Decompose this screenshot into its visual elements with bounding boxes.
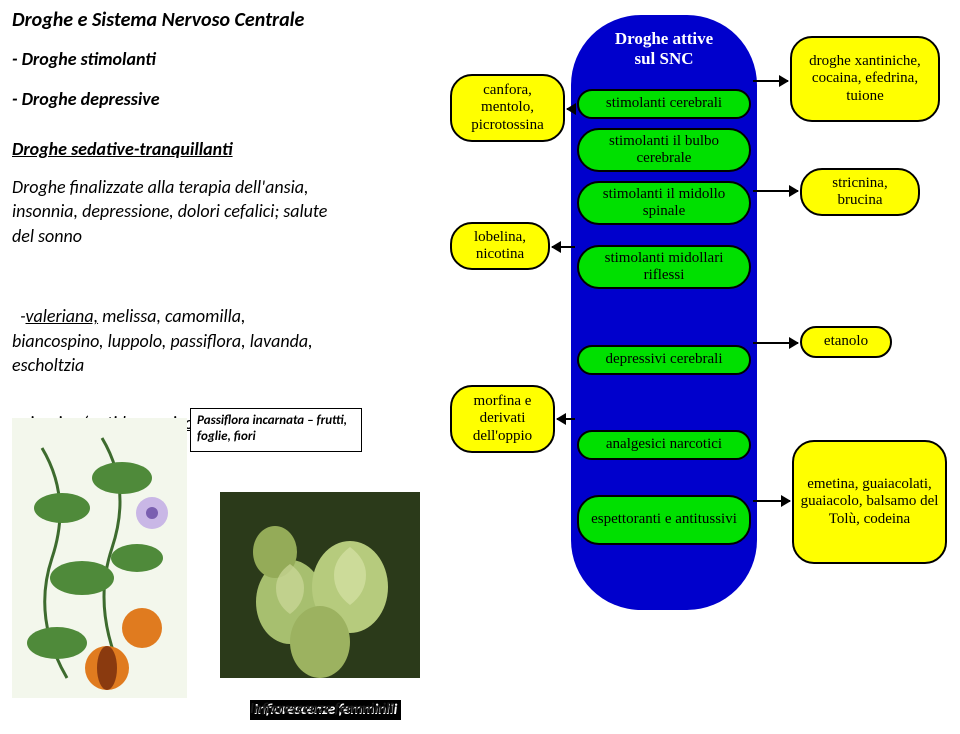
bullet-stimolanti: - Droghe stimolanti xyxy=(12,48,156,70)
snc-item-6: espettoranti e antitussivi xyxy=(577,495,751,545)
arrow-right-0 xyxy=(753,80,788,82)
valeriana-underlined: valeriana, xyxy=(26,305,99,327)
arrow-left-0 xyxy=(567,108,575,110)
right-pill-3: emetina, guaiacolati, guaiacolo, balsamo… xyxy=(792,440,947,564)
humulus-photo: Humulus lupulus – xyxy=(220,492,420,678)
snc-item-3: stimolanti midollari riflessi xyxy=(577,245,751,289)
finalizzate-text: Droghe finalizzate alla terapia dell'ans… xyxy=(12,175,342,248)
arrow-right-3 xyxy=(753,500,790,502)
snc-item-0: stimolanti cerebrali xyxy=(577,89,751,119)
bullet-depressive: - Droghe depressive xyxy=(12,88,160,110)
snc-item-2: stimolanti il midollo spinale xyxy=(577,181,751,225)
snc-capsule-header: Droghe attive sul SNC xyxy=(571,29,757,69)
arrow-left-2 xyxy=(557,418,575,420)
arrow-right-1 xyxy=(753,190,798,192)
passiflora-illustration xyxy=(12,418,187,698)
humulus-caption-overlay: Humulus lupulus – xyxy=(234,470,348,488)
page-title: Droghe e Sistema Nervoso Centrale xyxy=(12,8,304,32)
right-pill-2: etanolo xyxy=(800,326,892,358)
left-pill-0: canfora, mentolo, picrotossina xyxy=(450,74,565,142)
snc-item-4: depressivi cerebrali xyxy=(577,345,751,375)
passiflora-caption-box: Passiflora incarnata – frutti, foglie, f… xyxy=(190,408,362,452)
snc-item-5: analgesici narcotici xyxy=(577,430,751,460)
arrow-left-1 xyxy=(552,246,575,248)
passiflora-caption: Passiflora incarnata – frutti, foglie, f… xyxy=(197,413,357,444)
arrow-right-2 xyxy=(753,342,798,344)
left-pill-2: morfina e derivati dell'oppio xyxy=(450,385,555,453)
right-pill-0: droghe xantiniche, cocaina, efedrina, tu… xyxy=(790,36,940,122)
left-pill-1: lobelina, nicotina xyxy=(450,222,550,270)
snc-item-1: stimolanti il bulbo cerebrale xyxy=(577,128,751,172)
valeriana-line: -valeriana, melissa, camomilla, biancosp… xyxy=(12,280,332,377)
sedative-heading: Droghe sedative-tranquillanti xyxy=(12,138,233,160)
inflorescenze-caption-visible: Infiorescenze femminili xyxy=(250,700,393,718)
right-pill-1: stricnina, brucina xyxy=(800,168,920,216)
